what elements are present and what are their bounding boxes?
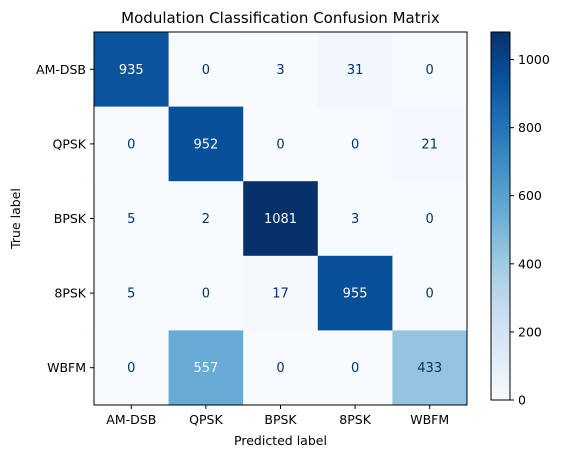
y-tick-label-1: QPSK	[52, 136, 86, 151]
y-tick-label-3: 8PSK	[54, 286, 86, 301]
cell-4-0	[94, 330, 170, 406]
cell-label-1-4: 21	[421, 137, 438, 152]
y-tick-label-4: WBFM	[47, 360, 86, 375]
x-tick-label-3: 8PSK	[339, 412, 371, 427]
x-tick-label-1: QPSK	[189, 412, 223, 427]
colorbar-tick-label-2: 400	[518, 256, 542, 271]
cell-4-4	[392, 330, 468, 406]
colorbar-tick-label-4: 800	[518, 120, 542, 135]
cell-3-2	[243, 255, 319, 331]
y-axis-ticks: AM-DSB QPSK BPSK 8PSK WBFM	[36, 62, 94, 375]
cell-3-0	[94, 255, 170, 331]
cell-3-3	[317, 255, 393, 331]
cell-1-0	[94, 106, 170, 182]
x-tick-label-2: BPSK	[264, 412, 297, 427]
cell-label-1-2: 0	[276, 137, 284, 152]
matrix-cell-labels: 935 0 3 31 0 0 952 0 0 21 5 2 1081 3 0 5 0 17 955 0 0 557 0 0 43…	[119, 63, 442, 376]
cell-4-2	[243, 330, 319, 406]
cell-label-3-3: 955	[343, 287, 368, 302]
cell-0-2	[243, 32, 319, 108]
colorbar-tick-label-0: 0	[518, 393, 526, 408]
cell-label-2-0: 5	[127, 212, 135, 227]
cell-label-4-0: 0	[127, 361, 135, 376]
colorbar-ticks: 0 200 400 600 800 1000	[510, 52, 550, 408]
cell-label-3-4: 0	[426, 287, 434, 302]
colorbar-tick-label-5: 1000	[518, 52, 550, 67]
cell-2-4	[392, 181, 468, 257]
cell-label-3-2: 17	[272, 287, 289, 302]
cell-label-0-2: 3	[276, 63, 284, 78]
cell-1-2	[243, 106, 319, 182]
cell-label-2-4: 0	[426, 212, 434, 227]
cell-1-1	[168, 106, 244, 182]
cell-2-0	[94, 181, 170, 257]
chart-title: Modulation Classification Confusion Matr…	[121, 9, 440, 27]
cell-4-1	[168, 330, 244, 406]
x-axis-label: Predicted label	[234, 433, 327, 448]
y-tick-label-0: AM-DSB	[36, 62, 86, 77]
cell-label-1-1: 952	[193, 137, 218, 152]
cell-label-0-3: 31	[347, 63, 364, 78]
cell-label-4-2: 0	[276, 361, 284, 376]
cell-label-1-0: 0	[127, 137, 135, 152]
cell-0-1	[168, 32, 244, 108]
cell-label-3-0: 5	[127, 287, 135, 302]
colorbar-tick-label-3: 600	[518, 188, 542, 203]
x-tick-label-4: WBFM	[410, 412, 449, 427]
cell-label-4-3: 0	[351, 361, 359, 376]
cell-label-4-4: 433	[417, 361, 442, 376]
cell-label-3-1: 0	[202, 287, 210, 302]
y-axis-label: True label	[8, 188, 23, 250]
matrix-cells	[94, 32, 468, 406]
cell-label-0-0: 935	[119, 63, 144, 78]
cell-label-0-4: 0	[426, 63, 434, 78]
colorbar	[490, 31, 511, 401]
cell-3-1	[168, 255, 244, 331]
cell-label-2-3: 3	[351, 212, 359, 227]
cell-1-3	[317, 106, 393, 182]
cell-4-3	[317, 330, 393, 406]
cell-0-4	[392, 32, 468, 108]
colorbar-tick-label-1: 200	[518, 324, 542, 339]
cell-label-4-1: 557	[193, 361, 218, 376]
cell-0-3	[317, 32, 393, 108]
cell-label-0-1: 0	[202, 63, 210, 78]
y-tick-label-2: BPSK	[54, 211, 87, 226]
cell-label-2-1: 2	[202, 212, 210, 227]
x-axis-ticks: AM-DSB QPSK BPSK 8PSK WBFM	[106, 405, 449, 427]
cell-1-4	[392, 106, 468, 182]
cell-2-3	[317, 181, 393, 257]
cell-2-1	[168, 181, 244, 257]
cell-0-0	[94, 32, 170, 108]
cell-label-2-2: 1081	[264, 212, 297, 227]
cell-label-1-3: 0	[351, 137, 359, 152]
cell-2-2	[243, 181, 319, 257]
x-tick-label-0: AM-DSB	[106, 412, 156, 427]
cell-3-4	[392, 255, 468, 331]
